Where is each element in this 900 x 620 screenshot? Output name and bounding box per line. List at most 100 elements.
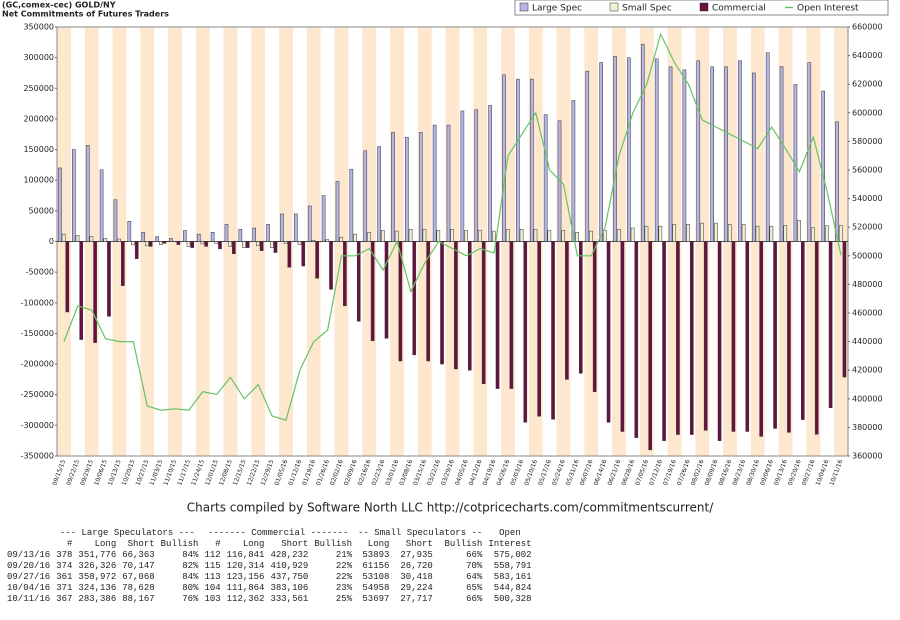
table-cell: 76%: [182, 594, 199, 604]
bar: [714, 222, 718, 242]
y2-tick-label: 620000: [852, 80, 883, 89]
y2-tick-label: 640000: [852, 51, 883, 60]
x-tick-label: 07/05/16: [634, 459, 650, 487]
bar: [662, 241, 666, 441]
bar: [99, 169, 104, 242]
bar: [117, 238, 121, 242]
x-tick-label: 02/16/16: [357, 459, 373, 487]
bar: [533, 228, 538, 242]
bar: [269, 241, 274, 248]
bar: [245, 241, 250, 248]
bar: [280, 213, 284, 242]
y2-tick-label: 460000: [852, 309, 883, 318]
bar: [89, 236, 94, 242]
table-cell: 26,720: [400, 561, 433, 571]
table-cell: 103: [204, 594, 221, 604]
bar: [523, 241, 528, 423]
bar: [349, 168, 354, 242]
column-header: Interest: [488, 539, 532, 549]
bar: [710, 66, 714, 242]
x-tick-label: 03/29/16: [440, 459, 456, 487]
x-tick-label: 01/12/16: [287, 459, 303, 487]
bar: [738, 60, 742, 242]
bar: [228, 241, 232, 247]
bar: [627, 57, 631, 242]
bar: [238, 228, 243, 242]
y2-tick-label: 480000: [852, 280, 883, 289]
bar: [446, 124, 451, 242]
y-tick-label: -350000: [21, 452, 54, 461]
x-tick-label: 06/14/16: [593, 459, 609, 487]
bar: [335, 181, 340, 242]
y2-tick-label: 440000: [852, 337, 883, 346]
table-cell: 80%: [182, 583, 199, 593]
table-cell: 53893: [362, 550, 390, 560]
table-cell: 09/13/16: [7, 550, 51, 560]
table-cell: 544,824: [493, 583, 532, 593]
bar: [801, 241, 805, 420]
x-tick-label: 12/29/15: [260, 459, 276, 487]
legend-swatch: [519, 2, 529, 12]
bar: [759, 241, 763, 437]
bar: [603, 230, 607, 242]
x-tick-label: 03/01/16: [384, 459, 400, 487]
bar: [381, 230, 385, 242]
table-cell: 112,362: [226, 594, 265, 604]
bar: [224, 224, 229, 242]
bar: [700, 222, 704, 242]
table-cell: 367: [56, 594, 73, 604]
bar: [127, 221, 132, 242]
x-tick-label: 10/11/16: [829, 459, 845, 487]
table-cell: 23%: [335, 583, 353, 593]
table-cell: 70,147: [122, 561, 155, 571]
bar: [495, 241, 500, 389]
column-header: Bullish: [314, 539, 353, 549]
chart-title: (GC,comex-cec) GOLD/NY: [2, 1, 116, 10]
x-tick-label: 03/08/16: [398, 459, 414, 487]
bar: [807, 62, 812, 242]
bar: [356, 241, 361, 322]
y-tick-label: 150000: [23, 145, 54, 154]
bar: [751, 72, 756, 242]
x-tick-label: 05/31/16: [565, 459, 581, 487]
bar: [797, 220, 801, 242]
bar: [648, 241, 652, 451]
column-header-row: # Long Short Bullish # Long Short Bullish Long Sh…: [4, 539, 535, 550]
bar: [672, 224, 677, 242]
table-cell: 116,841: [226, 550, 265, 560]
group-header: --- Large Speculators ---: [59, 528, 195, 538]
x-tick-label: 10/27/15: [135, 459, 151, 487]
group-header: Open: [499, 528, 521, 538]
bar: [481, 241, 486, 384]
x-tick-label: 02/23/16: [371, 459, 387, 487]
bar: [654, 58, 659, 242]
bar: [779, 66, 784, 242]
bar: [616, 228, 621, 242]
bar: [204, 241, 208, 247]
x-tick-label: 09/13/16: [773, 459, 789, 487]
bar: [103, 238, 108, 242]
y-tick-label: -250000: [21, 390, 54, 399]
table-cell: 67,068: [122, 572, 155, 582]
x-tick-label: 10/20/15: [121, 459, 137, 487]
bar: [58, 167, 62, 242]
x-tick-label: 03/15/16: [412, 459, 428, 487]
x-tick-label: 11/10/15: [162, 459, 178, 487]
bar: [283, 241, 288, 244]
bar: [516, 78, 520, 242]
table-cell: 22%: [335, 572, 353, 582]
bar: [630, 227, 635, 242]
legend-swatch: [609, 2, 619, 12]
bar: [811, 227, 815, 242]
table-cell: 22%: [335, 561, 353, 571]
table-cell: 358,972: [78, 572, 117, 582]
x-tick-label: 01/19/16: [301, 459, 317, 487]
table-cell: 104: [204, 583, 221, 593]
bar: [121, 241, 125, 286]
bar: [311, 240, 316, 242]
x-tick-label: 05/03/16: [509, 459, 525, 487]
table-cell: 84%: [182, 572, 199, 582]
x-tick-label: 06/28/16: [620, 459, 636, 487]
column-header: Short: [127, 539, 155, 549]
y-tick-label: 300000: [23, 53, 54, 62]
